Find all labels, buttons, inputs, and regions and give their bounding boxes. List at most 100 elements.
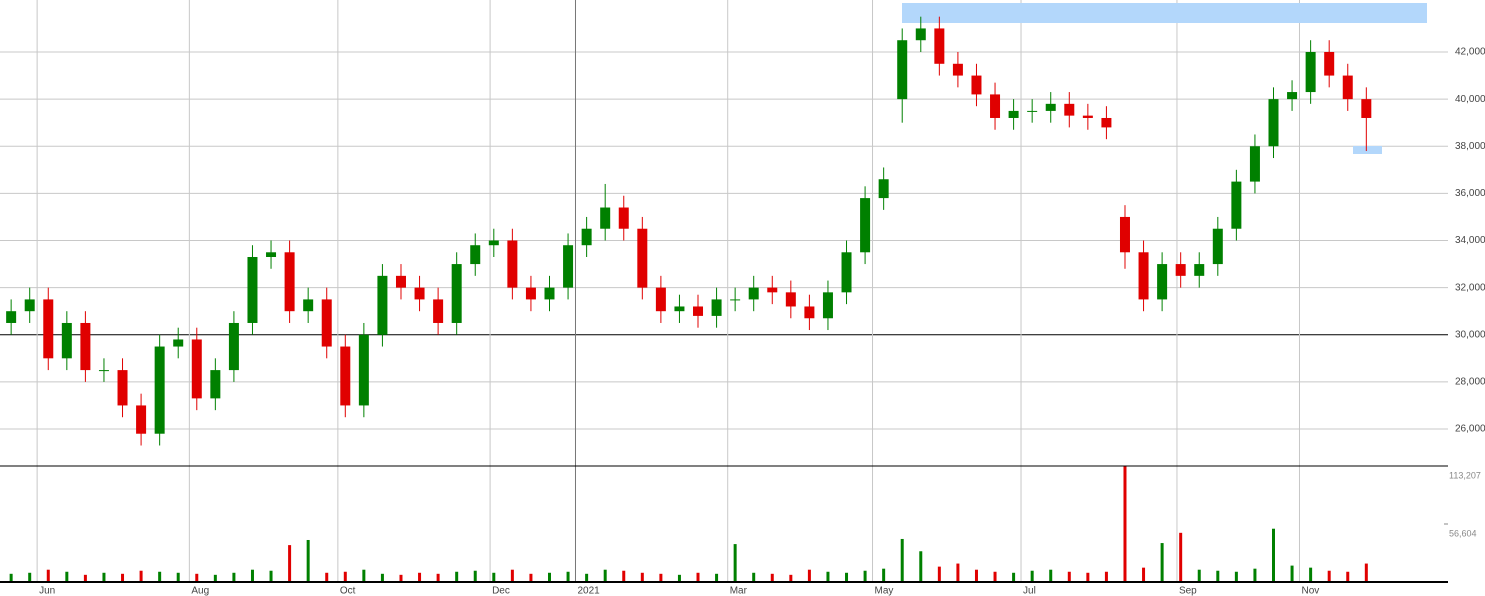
candle-body: [191, 339, 202, 399]
volume-bar: [659, 573, 663, 582]
volume-bar: [1067, 571, 1071, 582]
x-tick-label: Aug: [191, 586, 209, 596]
candle-body: [340, 346, 351, 406]
candle-body: [1287, 92, 1298, 100]
candle-body: [711, 299, 722, 316]
y-tick-label: 34,000: [1455, 235, 1485, 246]
y-tick-label: 30,000: [1455, 329, 1485, 340]
volume-bar: [306, 539, 310, 582]
volume-bar: [139, 570, 143, 582]
candle-body: [210, 370, 221, 399]
x-tick-label: May: [875, 586, 894, 596]
volume-bar: [9, 573, 13, 582]
volume-bar: [845, 572, 849, 582]
candle-body: [785, 292, 796, 307]
volume-bar: [974, 569, 978, 582]
volume-bar: [380, 573, 384, 582]
candle-body: [1342, 75, 1353, 100]
candle-body: [860, 198, 871, 253]
volume-bar: [1030, 570, 1034, 582]
volume-bar: [900, 538, 904, 582]
candle-body: [674, 306, 685, 312]
candle-body: [61, 322, 72, 359]
candle-body: [748, 287, 759, 300]
x-tick-label: 2021: [577, 586, 600, 596]
volume-bar: [1216, 570, 1220, 582]
marks: [6, 16, 1372, 582]
candle-body: [173, 339, 184, 347]
x-tick-label: Dec: [492, 586, 510, 596]
volume-bar: [622, 570, 626, 582]
volume-bar: [789, 574, 793, 582]
volume-bar: [399, 574, 403, 582]
volume-bar: [1160, 543, 1164, 582]
candle-body: [228, 322, 239, 371]
candle-body: [1027, 110, 1038, 112]
candle-body: [470, 245, 481, 265]
candle-body: [730, 299, 741, 301]
candle-body: [303, 299, 314, 312]
candle-body: [43, 299, 54, 359]
y-tick-label: 42,000: [1455, 47, 1485, 58]
volume-bar: [436, 573, 440, 582]
volume-bar: [677, 574, 681, 582]
candle-body: [1101, 117, 1112, 128]
volume-bar: [28, 572, 32, 582]
volume-bar: [455, 571, 459, 582]
candle-body: [321, 299, 332, 347]
volume-bar: [566, 571, 570, 582]
volume-bar: [1179, 532, 1183, 582]
highlight-zone: [902, 3, 1427, 23]
x-tick-label: Mar: [730, 586, 748, 596]
volume-bar: [1234, 571, 1238, 582]
volume-bar: [46, 569, 50, 582]
volume-bar: [826, 571, 830, 582]
candle-body: [1138, 252, 1149, 300]
candle-body: [284, 252, 295, 312]
candle-body: [1324, 52, 1335, 76]
candle-body: [971, 75, 982, 95]
volume-bar: [362, 569, 366, 582]
candle-body: [1305, 52, 1316, 93]
volume-bar: [65, 571, 69, 582]
volume-bar: [529, 573, 533, 582]
volume-bar: [1123, 466, 1127, 582]
candle-body: [693, 306, 704, 316]
candle-body: [1119, 216, 1130, 253]
volume-bar: [1142, 567, 1146, 582]
volume-bar: [1197, 569, 1201, 582]
volume-bar: [1012, 572, 1016, 582]
x-tick-label: Jun: [39, 586, 55, 596]
candle-body: [1361, 99, 1372, 118]
volume-bar: [752, 572, 756, 582]
candle-body: [544, 287, 555, 300]
candle-body: [878, 179, 889, 199]
candle-body: [80, 322, 91, 371]
y2-tick-label: 113,207: [1449, 470, 1481, 480]
candle-body: [1082, 115, 1093, 118]
candle-body: [581, 228, 592, 246]
candle-body: [563, 245, 574, 288]
candle-body: [897, 40, 908, 100]
highlight-zone: [1353, 146, 1382, 154]
candle-body: [990, 94, 1001, 118]
volume-bar: [993, 571, 997, 582]
candle-body: [414, 287, 425, 300]
candle-body: [1175, 264, 1186, 276]
volume-bar: [956, 563, 960, 582]
volume-bar: [473, 570, 477, 582]
volume-bar: [83, 574, 87, 582]
volume-bar: [640, 572, 644, 582]
candle-body: [433, 299, 444, 323]
volume-bar: [807, 569, 811, 582]
volume-bar: [1309, 567, 1313, 582]
volume-bar: [1364, 563, 1368, 582]
y-tick-label: 40,000: [1455, 94, 1485, 105]
candle-body: [358, 334, 369, 406]
x-tick-label: Jul: [1023, 586, 1036, 596]
candle-body: [618, 207, 629, 229]
x-tick-label: Sep: [1179, 586, 1197, 596]
candle-body: [841, 252, 852, 293]
volume-bar: [1086, 572, 1090, 582]
volume-bar: [1346, 571, 1350, 582]
